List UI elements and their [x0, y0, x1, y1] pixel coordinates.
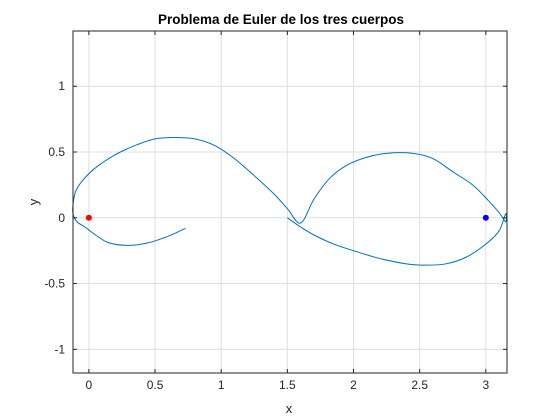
y-tick-label: 0: [58, 211, 65, 225]
chart-title: Problema de Euler de los tres cuerpos: [158, 12, 404, 27]
x-tick-label: 1.5: [279, 378, 296, 392]
x-tick-label: 3: [482, 378, 489, 392]
series-layer: [72, 137, 508, 266]
x-tick-label: 0: [86, 378, 93, 392]
x-tick-label: 2: [350, 378, 357, 392]
axes: [72, 30, 508, 374]
points-layer: [85, 214, 489, 221]
body-marker: [85, 214, 92, 221]
trajectory-line: [72, 137, 508, 266]
body-marker: [482, 214, 489, 221]
x-tick-label: 2.5: [411, 378, 428, 392]
tick-labels: 0 0.5 1 1.5 2 2.5 3 -1 -0.5 0 0.5 1: [44, 79, 489, 392]
plot-box: [72, 30, 508, 374]
y-tick-label: -1: [54, 342, 65, 356]
grid: [73, 31, 507, 373]
y-tick-label: 0.5: [48, 145, 65, 159]
y-tick-label: 1: [58, 79, 65, 93]
x-axis-label: x: [286, 401, 293, 416]
x-tick-label: 1: [218, 378, 225, 392]
y-tick-label: -0.5: [44, 277, 65, 291]
y-axis-label: y: [26, 198, 41, 205]
x-tick-label: 0.5: [147, 378, 164, 392]
